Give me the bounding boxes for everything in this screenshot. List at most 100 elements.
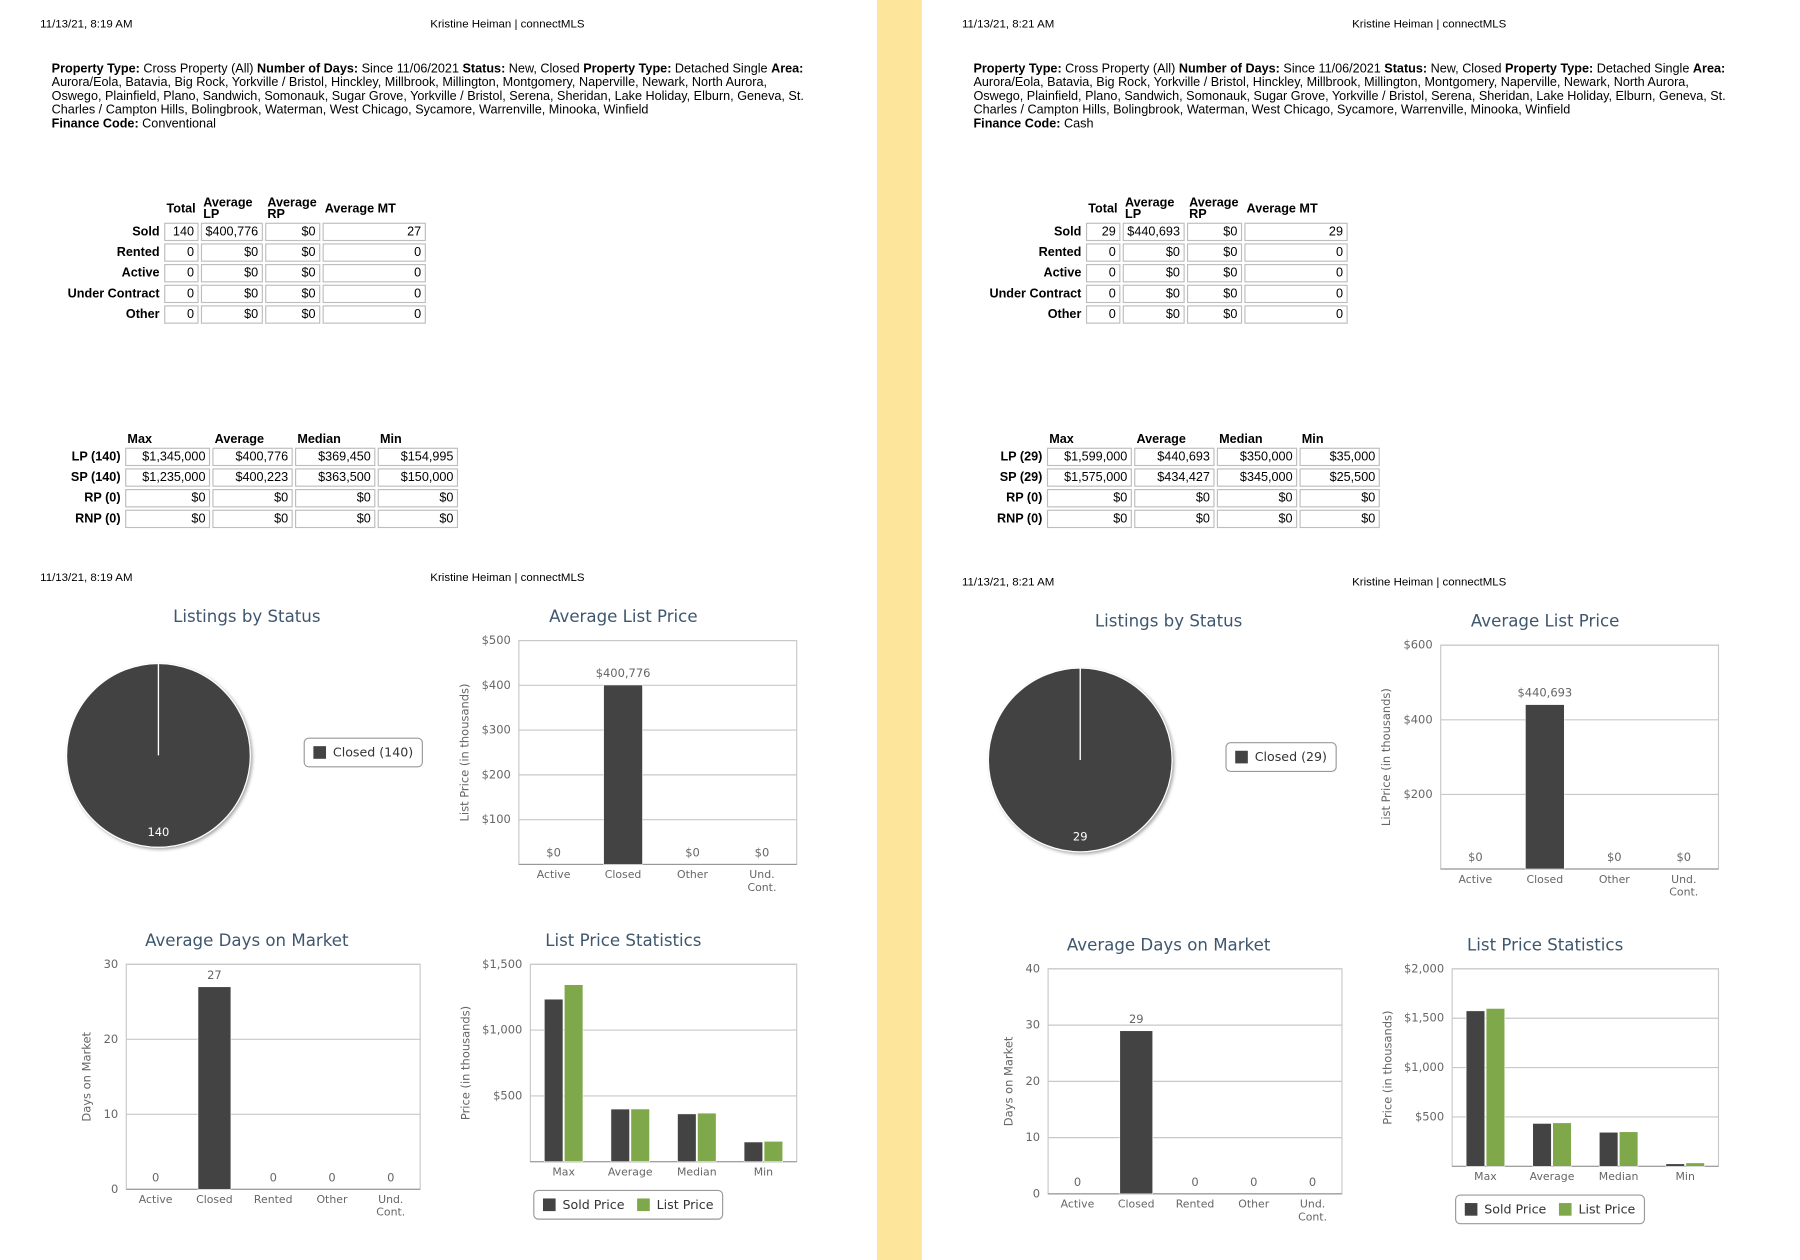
criterion: Number of Days: Since 11/06/2021 xyxy=(1179,62,1384,76)
chart-title: Average Days on Market xyxy=(1067,935,1271,954)
table-cell: $434,427 xyxy=(1134,468,1215,487)
table-cell: $363,500 xyxy=(295,468,376,487)
header-row: Max Average Median Min xyxy=(65,432,458,447)
criterion-label: Finance Code: xyxy=(973,117,1061,131)
table-cell: $345,000 xyxy=(1216,468,1298,487)
x-tick-label: Active xyxy=(1060,1198,1095,1212)
x-tick-label: Max xyxy=(1474,1170,1497,1184)
table-cell: $0 xyxy=(1134,489,1215,508)
corner-cell xyxy=(65,434,122,445)
row-label: Rented xyxy=(116,245,160,260)
y-axis-label: Price (in thousands) xyxy=(459,1006,473,1120)
row-label: Sold xyxy=(1054,224,1082,239)
value-label: 0 xyxy=(328,1170,335,1184)
plot-frame xyxy=(125,963,421,1190)
table-cell: $0 xyxy=(200,284,263,304)
table-cell: $25,500 xyxy=(1299,468,1380,487)
y-tick-label: $1,500 xyxy=(482,957,522,971)
criterion: Area: Aurora/Eola, Batavia, Big Rock, Yo… xyxy=(52,62,804,117)
table-cell: $0 xyxy=(125,509,211,529)
row-label: Other xyxy=(1047,307,1082,322)
row-label: Other xyxy=(125,307,160,322)
table-cell: 0 xyxy=(1244,243,1348,262)
row-label: RP (0) xyxy=(1006,491,1043,506)
y-tick-label: $600 xyxy=(1403,638,1432,652)
table-cell: 0 xyxy=(164,305,199,324)
table-cell: $440,693 xyxy=(1122,222,1185,242)
bar xyxy=(1599,1131,1619,1167)
column-header: Median xyxy=(297,432,341,447)
y-tick-label: $500 xyxy=(482,633,511,647)
y-axis-label: Days on Market xyxy=(80,1031,94,1121)
criterion-label: Property Type: xyxy=(51,61,140,76)
criterion-label: Property Type: xyxy=(973,61,1062,76)
x-tick-label: Closed xyxy=(604,869,642,882)
table-cell: $1,345,000 xyxy=(125,447,211,467)
corner-cell xyxy=(987,434,1044,445)
stats-table: Max Average Median Min LP (29) $1,599,000 $440… xyxy=(985,432,1382,531)
row-label: LP (140) xyxy=(71,449,121,464)
legend-swatch xyxy=(313,746,327,759)
table-cell: $0 xyxy=(1216,509,1298,529)
table-cell: 0 xyxy=(1085,305,1121,324)
row-label: RP (0) xyxy=(84,491,121,506)
header-date: 11/13/21, 8:21 AM xyxy=(961,576,1055,589)
legend-label: List Price xyxy=(657,1197,714,1212)
table-cell: 0 xyxy=(322,264,426,283)
table-cell: $369,450 xyxy=(295,447,376,467)
bar xyxy=(1552,1122,1572,1167)
table-cell: 0 xyxy=(164,243,199,262)
row-label: Under Contract xyxy=(989,286,1082,301)
x-tick-label: Rented xyxy=(253,1193,293,1207)
criterion: Property Type: Cross Property (All) xyxy=(973,62,1178,76)
row-label: Sold xyxy=(132,224,160,239)
criterion: Number of Days: Since 11/06/2021 xyxy=(257,62,462,76)
x-tick-label: Median xyxy=(676,1166,717,1179)
corner-cell xyxy=(54,197,162,220)
legend-box xyxy=(533,1189,724,1220)
column-header: Average RP xyxy=(267,196,317,222)
criterion: Finance Code: Conventional xyxy=(52,117,812,131)
criterion-value: Since 11/06/2021 xyxy=(1283,61,1381,76)
legend-label: Closed (29) xyxy=(1255,749,1327,764)
bar xyxy=(677,1113,697,1163)
x-tick-label: Active xyxy=(1458,873,1493,887)
criterion-label: Area: xyxy=(771,61,804,76)
x-tick-label: Average xyxy=(607,1166,653,1179)
legend-box xyxy=(1455,1194,1646,1225)
legend-label: Sold Price xyxy=(1484,1201,1546,1216)
bar xyxy=(544,998,564,1163)
table-row: Rented 0 $0 $0 0 xyxy=(54,243,426,262)
y-tick-label: 0 xyxy=(1033,1186,1040,1200)
chart-title: Average List Price xyxy=(1471,612,1619,631)
criterion-value: New, Closed xyxy=(1430,61,1502,76)
y-tick-label: $100 xyxy=(482,812,511,826)
bar xyxy=(610,1108,630,1163)
x-tick-label: Und. Cont. xyxy=(1669,873,1699,899)
criterion-value: New, Closed xyxy=(508,61,580,76)
table-row: RNP (0) $0 $0 $0 $0 xyxy=(987,509,1380,529)
table-cell: $0 xyxy=(1216,489,1298,508)
criterion: Property Type: Detached Single xyxy=(583,62,771,76)
bar xyxy=(1485,1008,1506,1167)
criterion-value: Detached Single xyxy=(674,61,768,76)
row-label: RNP (0) xyxy=(75,511,121,526)
pie-label: 29 xyxy=(1073,830,1088,844)
table-cell: $440,693 xyxy=(1134,447,1215,467)
table-cell: 0 xyxy=(322,305,426,324)
table-row: RP (0) $0 $0 $0 $0 xyxy=(65,489,459,508)
table-cell: $0 xyxy=(1186,264,1242,283)
legend-box xyxy=(303,737,423,768)
table-cell: $0 xyxy=(1186,284,1242,304)
bar xyxy=(603,684,643,865)
table-cell: 0 xyxy=(164,284,199,304)
table-cell: $0 xyxy=(265,305,321,324)
value-label: 0 xyxy=(1074,1175,1081,1189)
y-tick-label: $500 xyxy=(1415,1109,1444,1123)
row-label: Under Contract xyxy=(67,286,160,301)
stats-table: Total Average LP Average RP Average MT Sold 1… xyxy=(52,195,428,326)
bar xyxy=(1665,1163,1685,1167)
table-row: Other 0 $0 $0 0 xyxy=(976,305,1348,324)
header-row: Total Average LP Average RP Average MT xyxy=(54,196,426,222)
